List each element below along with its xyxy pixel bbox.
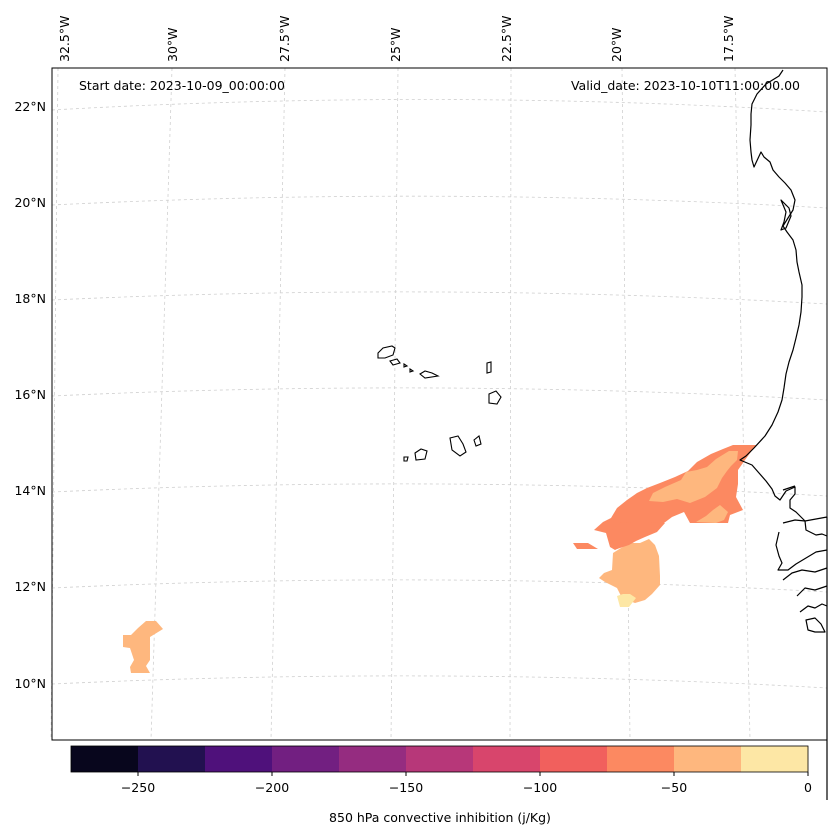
colorbar-tick-label: −150 [389,780,423,795]
graticule [50,67,828,741]
colorbar-segment [674,746,742,772]
colorbar-tick-label: −200 [255,780,289,795]
colorbar-frame [70,745,809,773]
lon-label: 22.5°W [499,16,514,62]
colorbar-tick-label: −250 [121,780,155,795]
west-africa-coast [739,69,828,800]
lat-label: 16°N [14,387,46,402]
colorbar-segment [473,746,541,772]
colorbar-tick-label: −50 [661,780,687,795]
lat-label: 12°N [14,579,46,594]
cin-patch-central [612,522,665,549]
lon-label: 27.5°W [277,16,292,62]
start-date-label: Start date: 2023-10-09_00:00:00 [79,78,285,93]
colorbar-tick-label: 0 [804,780,812,795]
cin-patch-south-bottom [617,594,636,607]
colorbar-label: 850 hPa convective inhibition (j/Kg) [329,810,551,825]
colorbar-segment [138,746,206,772]
cin-patch-west [123,621,163,673]
cin-patch-main-inner [649,451,738,503]
coastline [739,69,828,800]
lat-label: 18°N [14,291,46,306]
colorbar-segment [272,746,340,772]
colorbar-tick-label: −100 [523,780,557,795]
lon-label: 30°W [165,27,180,62]
colorbar-segment [540,746,608,772]
lon-label: 25°W [388,27,403,62]
colorbar: −250 −200 −150 −100 −50 0 [70,745,812,795]
valid-date-label: Valid_date: 2023-10-10T11:00:00.00 [571,78,800,93]
cabo-verde-islands [377,345,502,462]
colorbar-segment [741,746,809,772]
cin-patch-inner-sw [696,505,728,523]
cin-contours [123,445,756,673]
lat-label: 22°N [14,99,46,114]
cin-patch-south [599,539,660,603]
lat-label: 14°N [14,483,46,498]
lon-label: 32.5°W [57,16,72,62]
colorbar-segment [607,746,675,772]
colorbar-segment [339,746,407,772]
lon-labels: 32.5°W 30°W 27.5°W 25°W 22.5°W 20°W 17.5… [57,16,736,62]
lat-label: 20°N [14,195,46,210]
colorbar-segment [71,746,139,772]
lon-label: 17.5°W [721,16,736,62]
colorbar-segment [406,746,474,772]
lon-label: 20°W [609,27,624,62]
cin-patch-south-small [573,543,598,549]
lat-labels: 22°N 20°N 18°N 16°N 14°N 12°N 10°N [14,99,46,691]
colorbar-segment [205,746,273,772]
lat-label: 10°N [14,676,46,691]
map-frame [51,67,828,741]
